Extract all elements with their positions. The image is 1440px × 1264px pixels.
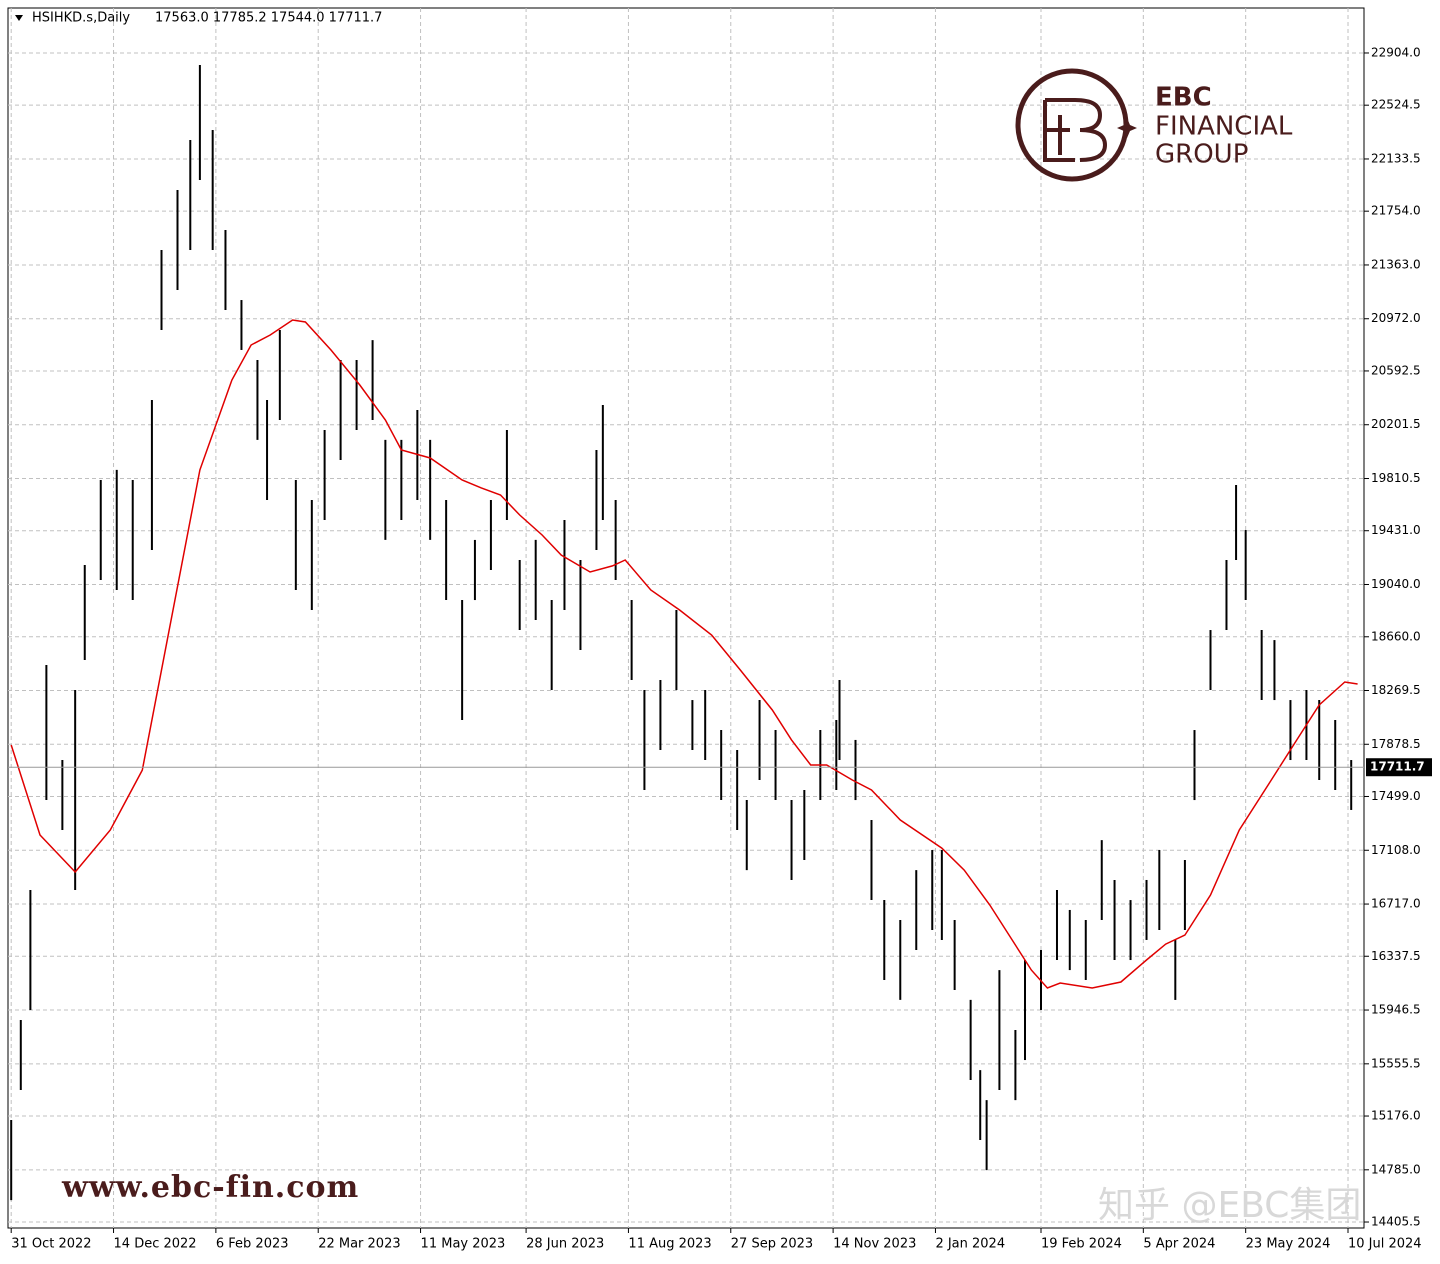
y-tick-label: 16717.0 xyxy=(1371,897,1421,911)
y-tick-label: 17499.0 xyxy=(1371,789,1421,803)
y-tick-label: 15555.5 xyxy=(1371,1056,1421,1070)
y-tick-label: 22133.5 xyxy=(1371,151,1421,165)
y-tick-label: 17108.0 xyxy=(1371,843,1421,857)
y-tick-label: 20201.5 xyxy=(1371,417,1421,431)
last-price-box xyxy=(1366,758,1432,777)
last-price-label: 17711.7 xyxy=(1370,760,1425,774)
y-tick-label: 21754.0 xyxy=(1371,204,1421,218)
x-tick-label: 10 Jul 2024 xyxy=(1348,1237,1422,1252)
x-tick-label: 28 Jun 2023 xyxy=(526,1237,604,1252)
y-tick-label: 17878.5 xyxy=(1371,737,1421,751)
moving-average xyxy=(10,319,1358,989)
plot-frame xyxy=(7,7,1365,1229)
x-tick-label: 31 Oct 2022 xyxy=(11,1237,91,1252)
chart-title: HSIHKD.s,Daily xyxy=(32,11,130,26)
x-tick-label: 23 May 2024 xyxy=(1246,1237,1331,1252)
y-tick-label: 19040.0 xyxy=(1371,577,1421,591)
x-tick-label: 11 Aug 2023 xyxy=(628,1237,711,1252)
x-tick-label: 11 May 2023 xyxy=(421,1237,506,1252)
x-tick-label: 19 Feb 2024 xyxy=(1041,1237,1122,1252)
credit-watermark: 知乎 @EBC集团 xyxy=(1098,1185,1361,1226)
y-tick-label: 19810.5 xyxy=(1371,471,1421,485)
menu-arrow[interactable] xyxy=(15,15,23,21)
logo-text: EBC xyxy=(1155,83,1212,113)
x-tick-label: 14 Nov 2023 xyxy=(833,1237,916,1252)
y-tick-label: 22524.5 xyxy=(1371,98,1421,112)
y-tick-label: 20592.5 xyxy=(1371,363,1421,377)
y-tick-label: 14785.0 xyxy=(1371,1162,1421,1176)
ohlc-header: 17563.0 17785.2 17544.0 17711.7 xyxy=(155,11,382,26)
y-tick-label: 19431.0 xyxy=(1371,523,1421,537)
logo-text: GROUP xyxy=(1155,140,1248,170)
y-tick-label: 18660.0 xyxy=(1371,629,1421,643)
y-tick-label: 18269.5 xyxy=(1371,683,1421,697)
url-watermark: www.ebc-fin.com xyxy=(61,1170,359,1205)
y-tick-label: 22904.0 xyxy=(1371,45,1421,59)
x-tick-label: 22 Mar 2023 xyxy=(318,1237,400,1252)
x-tick-label: 5 Apr 2024 xyxy=(1143,1237,1215,1252)
y-tick-label: 21363.0 xyxy=(1371,257,1421,271)
y-tick-label: 15946.5 xyxy=(1371,1003,1421,1017)
y-tick-label: 20972.0 xyxy=(1371,311,1421,325)
y-tick-label: 16337.5 xyxy=(1371,949,1421,963)
y-tick-label: 15176.0 xyxy=(1371,1109,1421,1123)
x-tick-label: 2 Jan 2024 xyxy=(935,1237,1005,1252)
logo: EBC FINANCIAL GROUP xyxy=(1015,68,1293,182)
x-tick-label: 27 Sep 2023 xyxy=(731,1237,813,1252)
logo-text: FINANCIAL xyxy=(1155,112,1293,142)
y-tick-label: 14405.5 xyxy=(1371,1215,1421,1229)
x-tick-label: 6 Feb 2023 xyxy=(216,1237,289,1252)
x-tick-label: 14 Dec 2022 xyxy=(114,1237,197,1252)
